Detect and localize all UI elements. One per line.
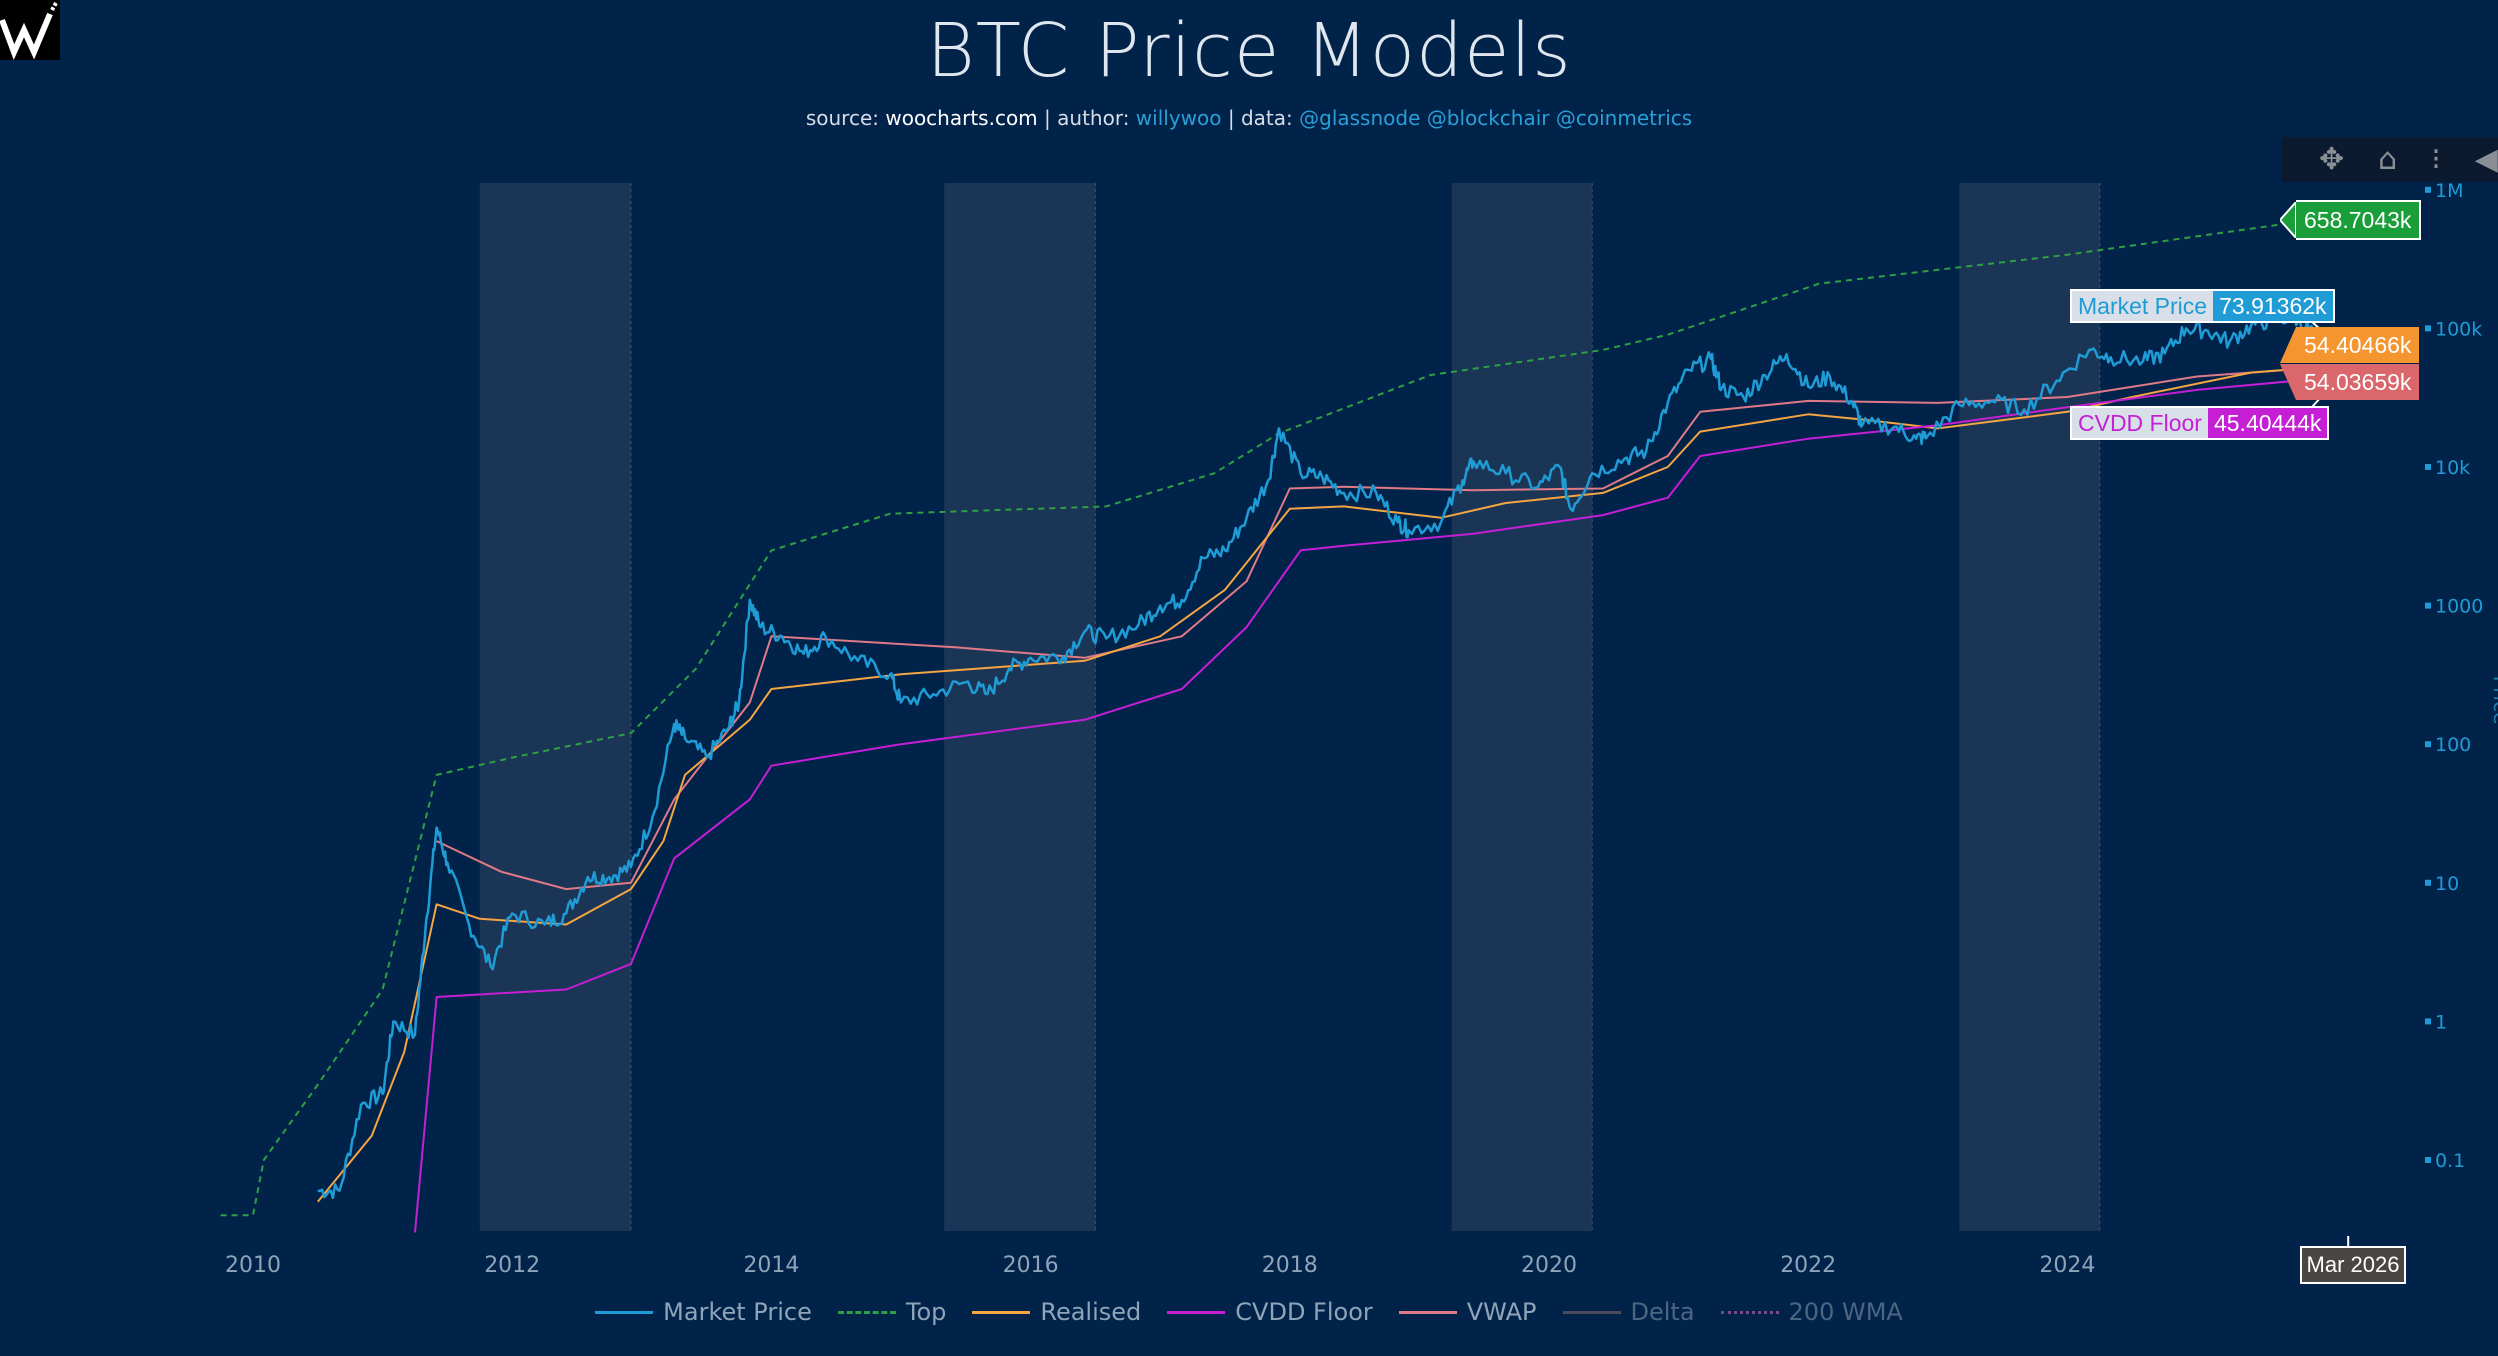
legend-label: Market Price: [663, 1298, 812, 1326]
move-icon[interactable]: ✥: [2319, 141, 2345, 177]
x-tick-label: 2014: [743, 1253, 799, 1278]
shaded-period: [944, 183, 1096, 1231]
data-label: data:: [1240, 106, 1293, 130]
legend-item-top[interactable]: Top: [837, 1298, 947, 1326]
y-axis-title: Price: [2489, 676, 2498, 725]
y-tick-label: 100k: [2435, 318, 2482, 340]
shaded-period: [1451, 183, 1593, 1231]
woocharts-logo: [0, 0, 60, 60]
source-label: source:: [805, 106, 879, 130]
y-tick-label: 1000: [2435, 596, 2483, 618]
x-tick-label: 2020: [1521, 1253, 1577, 1278]
y-tick-mark: [2425, 186, 2431, 193]
x-tick-label: 2018: [1262, 1253, 1318, 1278]
hover-value: 54.40466k: [2296, 327, 2420, 363]
hover-value: 658.7043k: [2296, 200, 2422, 240]
legend-label: Realised: [1040, 1298, 1142, 1326]
x-tick-label: 2024: [2039, 1253, 2095, 1278]
author-link[interactable]: willywoo: [1135, 106, 1222, 130]
legend-item-delta[interactable]: Delta: [1562, 1298, 1695, 1326]
legend-swatch: [972, 1310, 1031, 1314]
legend-swatch: [1398, 1310, 1457, 1314]
x-tick-label: 2022: [1780, 1253, 1836, 1278]
tag-arrow: [2280, 364, 2296, 400]
hover-value: 73.91362k: [2213, 291, 2333, 321]
hover-series-name: CVDD Floor: [2072, 408, 2208, 438]
y-tick-label: 100: [2435, 734, 2471, 756]
hover-label-cvdd-floor: CVDD Floor 45.40444k: [2070, 406, 2330, 440]
y-tick-mark: [2425, 1157, 2431, 1163]
y-tick-mark: [2425, 325, 2431, 332]
series-line-cvdd: [414, 374, 2349, 1233]
legend-label: Top: [905, 1298, 947, 1326]
hover-label-vwap: 54.03659k: [2280, 364, 2420, 400]
hover-value: 54.03659k: [2296, 364, 2420, 400]
y-tick-label: 10: [2435, 873, 2459, 895]
data-sources-link[interactable]: @glassnode @blockchair @coinmetrics: [1299, 106, 1693, 130]
legend-item-cvdd-floor[interactable]: CVDD Floor: [1167, 1298, 1373, 1326]
hover-series-name: Market Price: [2072, 291, 2214, 321]
y-tick-mark: [2425, 602, 2431, 609]
legend-label: 200 WMA: [1788, 1298, 1903, 1326]
legend-swatch: [1720, 1310, 1779, 1314]
series-line-top: [220, 213, 2349, 1217]
x-tick-label: 2016: [1003, 1253, 1059, 1278]
legend-swatch: [1167, 1310, 1226, 1314]
legend-swatch: [595, 1310, 654, 1314]
home-icon[interactable]: ⌂: [2378, 141, 2398, 177]
x-tick-label: 2010: [225, 1253, 281, 1278]
y-tick-mark: [2425, 1018, 2431, 1025]
shaded-period: [1959, 183, 2100, 1231]
y-tick-mark: [2425, 464, 2431, 470]
legend-label: VWAP: [1466, 1298, 1537, 1326]
legend-swatch: [1562, 1310, 1621, 1314]
author-label: author:: [1057, 106, 1130, 130]
legend: Market Price Top Realised CVDD Floor VWA…: [0, 1298, 2498, 1326]
tag-arrow: [2280, 202, 2296, 238]
chart-title: BTC Price Models: [926, 8, 1572, 94]
separator: |: [1227, 106, 1241, 130]
y-tick-label: 1M: [2435, 180, 2463, 202]
chart-subtitle: source: woocharts.com | author: willywoo…: [0, 106, 2498, 130]
y-tick-label: 10k: [2435, 457, 2470, 479]
y-tick-label: 1: [2435, 1011, 2447, 1033]
legend-item-market-price[interactable]: Market Price: [595, 1298, 812, 1326]
y-tick-label: 0.1: [2435, 1150, 2465, 1172]
hover-date-label: Mar 2026: [2300, 1246, 2406, 1284]
y-tick-mark: [2425, 879, 2431, 886]
legend-item-vwap[interactable]: VWAP: [1398, 1298, 1537, 1326]
legend-item-realised[interactable]: Realised: [972, 1298, 1141, 1326]
tag-arrow: [2280, 327, 2296, 363]
x-tick-label: 2012: [484, 1253, 540, 1278]
hover-label-top: 658.7043k: [2280, 200, 2422, 240]
separator: |: [1044, 106, 1058, 130]
legend-item-200-wma[interactable]: 200 WMA: [1720, 1298, 1903, 1326]
y-tick-mark: [2425, 741, 2431, 748]
source-link[interactable]: woocharts.com: [885, 106, 1038, 130]
spike-lines-icon[interactable]: ⁝: [2431, 141, 2441, 177]
hover-value: 45.40444k: [2207, 408, 2328, 438]
collapse-arrow-icon[interactable]: ◀: [2474, 141, 2498, 177]
legend-label: Delta: [1630, 1298, 1695, 1326]
legend-swatch: [837, 1310, 896, 1314]
legend-label: CVDD Floor: [1235, 1298, 1373, 1326]
hover-label-market-price: Market Price 73.91362k: [2070, 289, 2335, 323]
chart-toolbar: ✥ ⌂ ⁝ ◀: [2281, 137, 2498, 182]
series-line-market-price: [317, 310, 2350, 1200]
hover-label-realised: 54.40466k: [2280, 327, 2420, 363]
shaded-period: [479, 183, 631, 1231]
